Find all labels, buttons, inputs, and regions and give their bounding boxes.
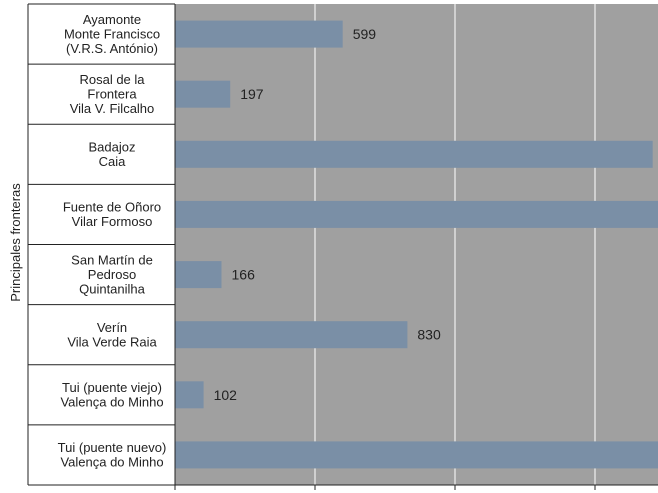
category-separators xyxy=(28,63,175,426)
category-label: Rosal de la Frontera Vila V. Filcalho xyxy=(70,72,155,116)
bar xyxy=(175,441,658,469)
category-label: Badajoz Caia xyxy=(89,140,136,170)
bar xyxy=(175,321,408,349)
value-label: 166 xyxy=(232,267,256,283)
category-label: San Martín de Pedroso Quintanilha xyxy=(71,253,153,297)
value-label: 102 xyxy=(214,387,238,403)
category-label: Verín Vila Verde Raia xyxy=(67,320,157,350)
value-label: 830 xyxy=(417,327,441,343)
category-label: Fuente de Oñoro Vilar Formoso xyxy=(63,200,161,230)
value-label: 599 xyxy=(353,26,377,42)
gridlines xyxy=(314,4,596,485)
bar xyxy=(175,200,658,228)
axes xyxy=(27,3,658,490)
category-label: Tui (puente viejo) Valença do Minho xyxy=(60,380,163,410)
plot-background xyxy=(175,4,658,485)
value-label: 197 xyxy=(240,86,264,102)
bar xyxy=(175,381,204,409)
bar xyxy=(175,261,222,289)
bar xyxy=(175,20,343,48)
bar xyxy=(175,80,231,108)
category-label: Ayamonte Monte Francisco (V.R.S. António) xyxy=(64,12,160,56)
bars xyxy=(175,20,658,469)
category-label: Tui (puente nuevo) Valença do Minho xyxy=(58,440,167,470)
category-labels: Ayamonte Monte Francisco (V.R.S. António) R… xyxy=(58,12,167,470)
bar xyxy=(175,140,653,168)
y-axis-title: Principales fronteras xyxy=(8,183,23,302)
